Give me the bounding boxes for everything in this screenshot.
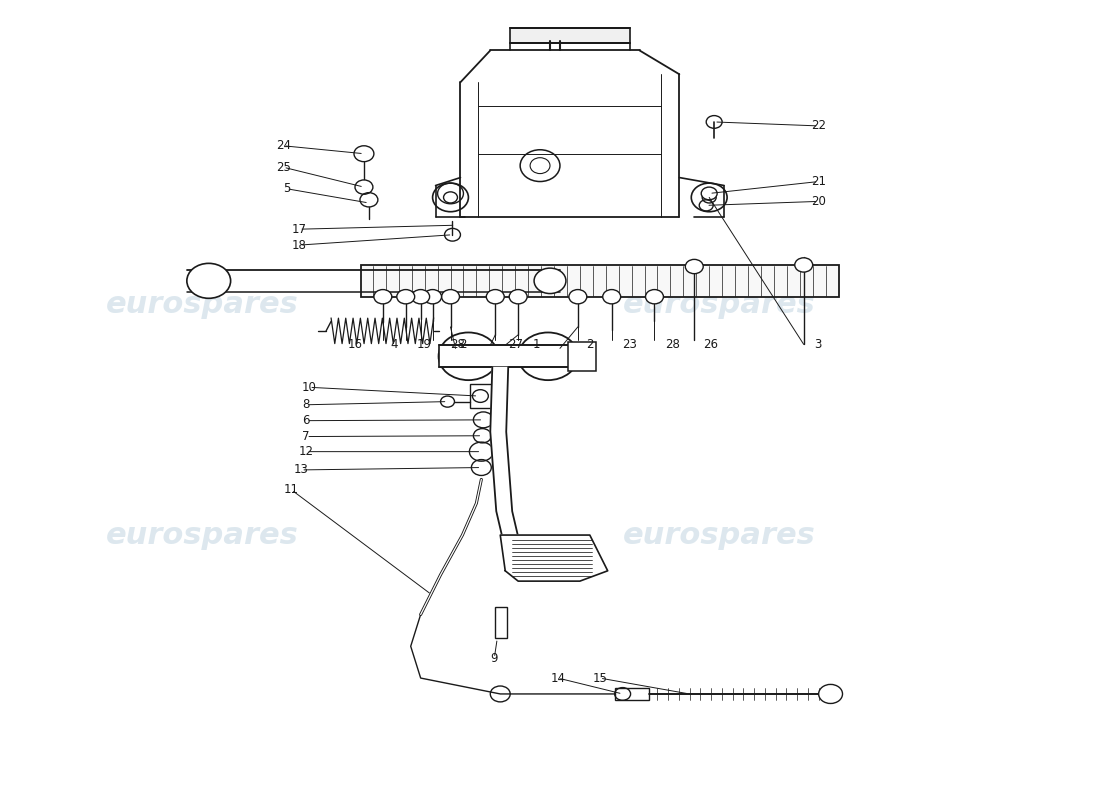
Circle shape <box>486 290 504 304</box>
Circle shape <box>374 290 392 304</box>
Text: eurospares: eurospares <box>106 290 298 319</box>
Circle shape <box>603 290 620 304</box>
Bar <box>439 345 578 367</box>
Text: 15: 15 <box>592 671 607 685</box>
Text: 18: 18 <box>292 238 307 251</box>
Text: 16: 16 <box>348 338 363 351</box>
Text: 27: 27 <box>508 338 522 351</box>
Text: 14: 14 <box>550 671 565 685</box>
Text: 21: 21 <box>811 175 826 188</box>
Circle shape <box>424 290 441 304</box>
Text: 2: 2 <box>459 338 466 351</box>
Text: 6: 6 <box>302 414 310 427</box>
Circle shape <box>701 187 717 200</box>
Circle shape <box>536 346 560 366</box>
Text: 3: 3 <box>814 338 822 351</box>
Circle shape <box>518 333 578 380</box>
Text: 2: 2 <box>586 338 594 351</box>
Text: 28: 28 <box>450 338 465 351</box>
Circle shape <box>509 290 527 304</box>
Bar <box>471 384 493 408</box>
Bar <box>615 688 649 699</box>
Circle shape <box>646 290 663 304</box>
Text: 20: 20 <box>811 195 826 208</box>
Circle shape <box>818 685 843 703</box>
Circle shape <box>397 290 415 304</box>
Bar <box>361 265 838 297</box>
Text: 12: 12 <box>299 445 314 458</box>
Bar <box>495 606 507 638</box>
Text: 9: 9 <box>491 652 498 665</box>
Polygon shape <box>491 367 526 571</box>
Text: 17: 17 <box>292 222 307 236</box>
Bar <box>568 342 596 370</box>
Text: 24: 24 <box>276 139 290 152</box>
Text: 25: 25 <box>276 161 290 174</box>
Circle shape <box>441 290 460 304</box>
Text: 4: 4 <box>390 338 397 351</box>
Circle shape <box>354 146 374 162</box>
Text: 23: 23 <box>623 338 637 351</box>
Circle shape <box>456 346 481 366</box>
Circle shape <box>439 333 498 380</box>
Text: 7: 7 <box>302 430 310 443</box>
Bar <box>510 28 629 42</box>
Circle shape <box>441 396 454 407</box>
Text: eurospares: eurospares <box>106 521 298 550</box>
Text: 8: 8 <box>302 398 310 411</box>
Text: 19: 19 <box>417 338 432 351</box>
Text: 5: 5 <box>283 182 290 195</box>
Circle shape <box>569 290 586 304</box>
Text: eurospares: eurospares <box>623 290 815 319</box>
Text: 22: 22 <box>811 119 826 133</box>
Text: 1: 1 <box>532 338 540 351</box>
Text: 28: 28 <box>664 338 680 351</box>
Text: 11: 11 <box>284 483 299 496</box>
Polygon shape <box>500 535 607 581</box>
Circle shape <box>685 259 703 274</box>
Circle shape <box>411 290 430 304</box>
Circle shape <box>187 263 231 298</box>
Text: eurospares: eurospares <box>623 521 815 550</box>
Text: 13: 13 <box>294 463 309 477</box>
Circle shape <box>535 268 565 294</box>
Circle shape <box>795 258 813 272</box>
Text: 10: 10 <box>301 381 317 394</box>
Text: 26: 26 <box>703 338 717 351</box>
